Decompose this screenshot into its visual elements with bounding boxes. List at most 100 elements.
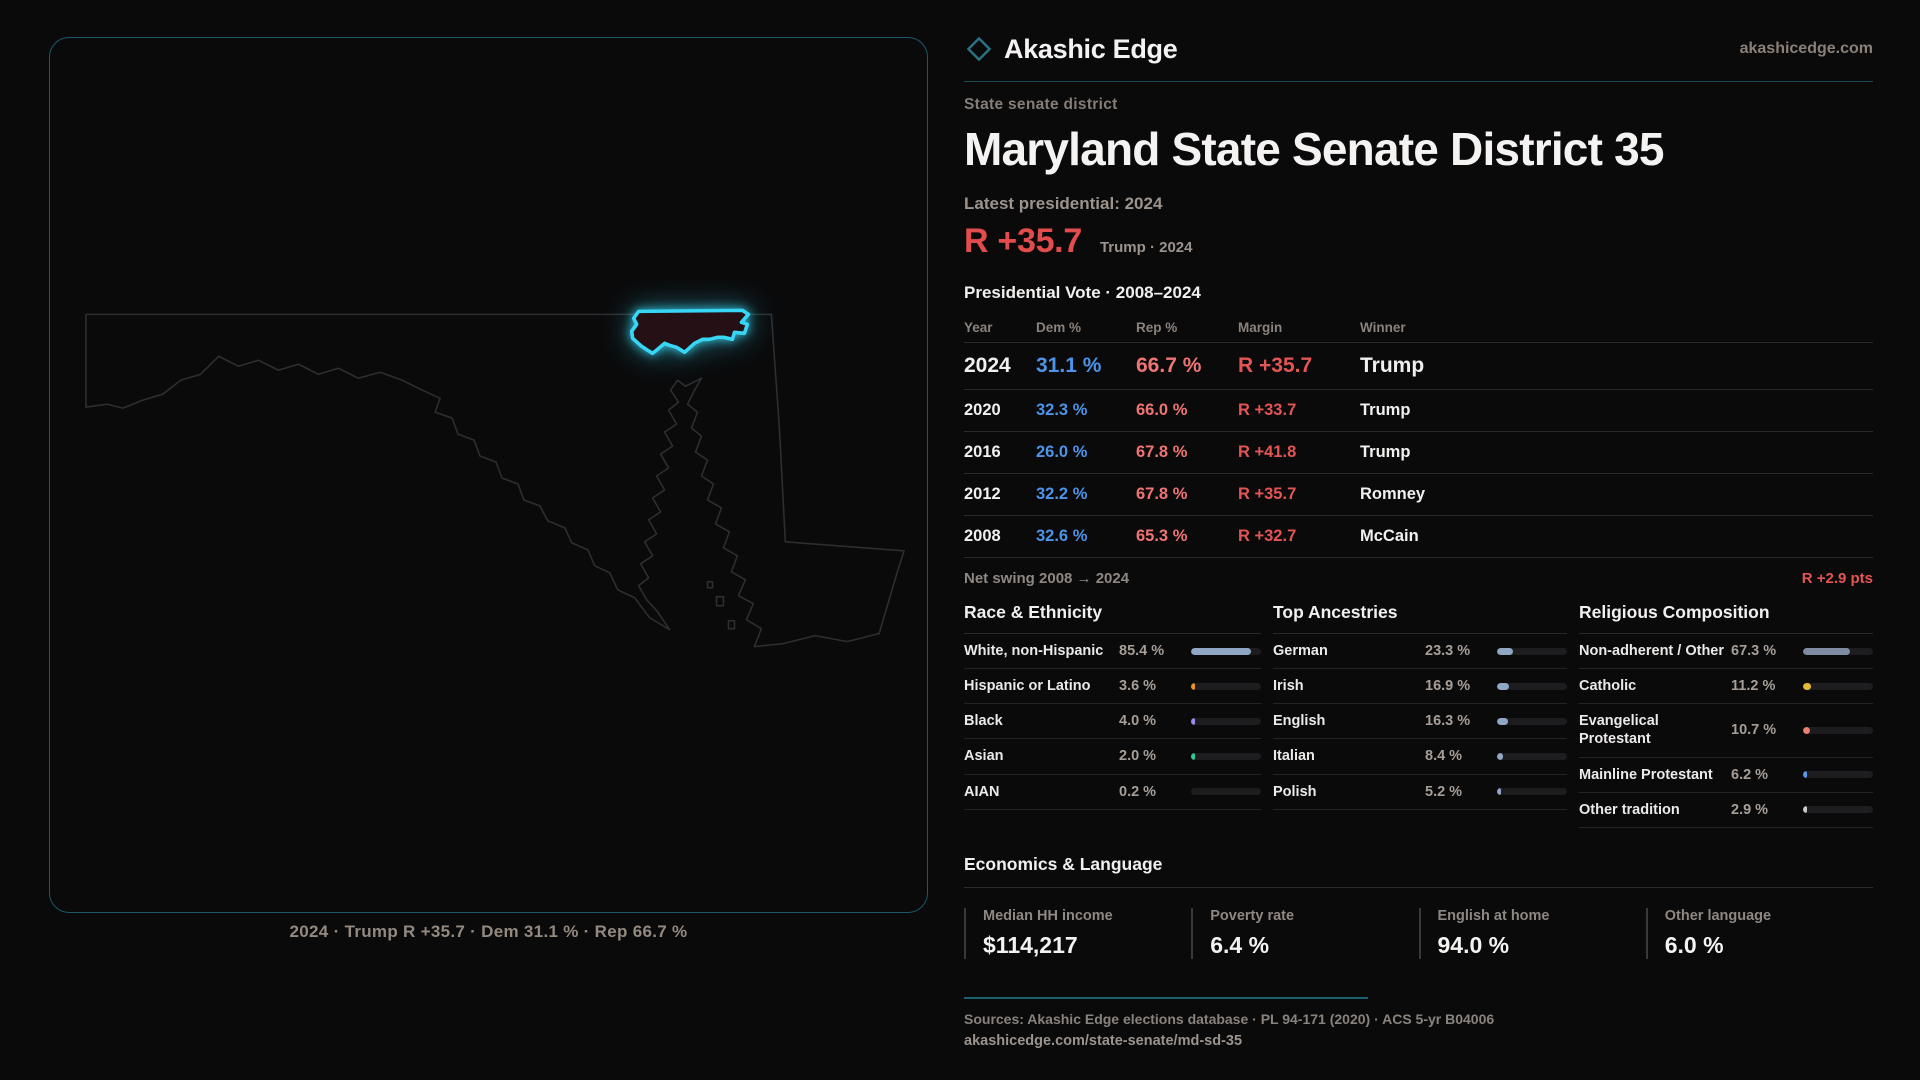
page-title: Maryland State Senate District 35 xyxy=(964,123,1664,175)
maryland-map xyxy=(85,308,905,648)
cell-year: 2020 xyxy=(964,401,1001,419)
stat-row: German 23.3 % xyxy=(1273,634,1567,670)
cell-margin: R +35.7 xyxy=(1238,485,1297,503)
stat-row: Irish 16.9 % xyxy=(1273,669,1567,705)
section-title: Religious Composition xyxy=(1579,602,1873,634)
stat-card-label: Median HH income xyxy=(983,907,1113,924)
table-row: 2020 32.3 % 66.0 % R +33.7 Trump xyxy=(964,390,1873,432)
stat-label: Catholic xyxy=(1579,678,1637,695)
stat-bar xyxy=(1497,717,1567,725)
stat-row: Black 4.0 % xyxy=(964,704,1261,740)
brand-domain-link[interactable]: akashicedge.com xyxy=(1739,40,1873,57)
stat-value: 8.4 % xyxy=(1425,748,1463,765)
stat-card-value: 6.4 % xyxy=(1210,931,1270,958)
stat-bar xyxy=(1803,806,1873,814)
stat-row: Catholic 11.2 % xyxy=(1579,669,1873,705)
permalink[interactable]: akashicedge.com/state-senate/md-sd-35 xyxy=(964,1032,1243,1049)
cell-rep: 66.0 % xyxy=(1136,401,1188,419)
header-bar: Akashic Edge akashicedge.com xyxy=(964,26,1873,72)
net-swing-row: Net swing 2008 → 2024 R +2.9 pts xyxy=(964,558,1873,598)
col-dem: Dem % xyxy=(1036,320,1082,335)
stat-row: Asian 2.0 % xyxy=(964,739,1261,775)
cell-margin: R +41.8 xyxy=(1238,443,1297,461)
stat-card: Other language 6.0 % xyxy=(1645,907,1873,959)
stat-bar xyxy=(1497,682,1567,690)
stat-label: Other tradition xyxy=(1579,801,1680,818)
header-divider xyxy=(964,81,1873,82)
col-year: Year xyxy=(964,320,993,335)
table-row: 2012 32.2 % 67.8 % R +35.7 Romney xyxy=(964,474,1873,516)
section-title: Race & Ethnicity xyxy=(964,602,1261,634)
cell-dem: 32.2 % xyxy=(1036,485,1088,503)
stat-value: 85.4 % xyxy=(1119,643,1165,660)
col-rep: Rep % xyxy=(1136,320,1178,335)
stat-value: 6.2 % xyxy=(1731,766,1769,783)
cell-margin: R +35.7 xyxy=(1238,354,1313,377)
cell-winner: Romney xyxy=(1360,485,1426,503)
margin-note: Trump · 2024 xyxy=(1099,239,1193,256)
cell-rep: 67.8 % xyxy=(1136,485,1188,503)
stat-card-label: Other language xyxy=(1664,907,1772,924)
stat-row: Polish 5.2 % xyxy=(1273,775,1567,810)
stat-card: Median HH income $114,217 xyxy=(964,907,1191,959)
district-35-highlight[interactable] xyxy=(629,308,751,356)
table-row: 2008 32.6 % 65.3 % R +32.7 McCain xyxy=(964,516,1873,558)
map-caption: 2024 · Trump R +35.7 · Dem 31.1 % · Rep … xyxy=(289,922,688,941)
district-map-panel xyxy=(49,37,928,913)
stat-row: White, non-Hispanic 85.4 % xyxy=(964,634,1261,670)
cell-dem: 32.6 % xyxy=(1036,527,1088,545)
footer-divider xyxy=(964,996,1368,999)
cell-year: 2008 xyxy=(964,527,1001,545)
cell-dem: 32.3 % xyxy=(1036,401,1088,419)
stat-value: 16.9 % xyxy=(1425,678,1471,695)
stat-value: 5.2 % xyxy=(1425,783,1463,800)
stat-bar xyxy=(1497,788,1567,796)
cell-rep: 66.7 % xyxy=(1136,354,1202,377)
stat-value: 16.3 % xyxy=(1425,713,1471,730)
stat-value: 0.2 % xyxy=(1119,783,1157,800)
stat-bar xyxy=(1803,647,1873,655)
stat-card-value: 94.0 % xyxy=(1437,931,1510,958)
cell-dem: 31.1 % xyxy=(1036,354,1102,377)
stat-row: AIAN 0.2 % xyxy=(964,775,1261,810)
stat-bar xyxy=(1191,647,1261,655)
margin-value: R +35.7 xyxy=(964,222,1082,260)
stat-bar xyxy=(1497,647,1567,655)
stat-bar xyxy=(1191,682,1261,690)
cell-winner: McCain xyxy=(1360,527,1419,545)
brand-name: Akashic Edge xyxy=(1004,33,1178,64)
stat-value: 2.0 % xyxy=(1119,748,1157,765)
table-header-row: Year Dem % Rep % Margin Winner xyxy=(964,313,1873,343)
vote-table-title: Presidential Vote · 2008–2024 xyxy=(964,283,1201,302)
net-swing-label: Net swing 2008 → 2024 xyxy=(964,569,1130,587)
stat-label: Evangelical Protestant xyxy=(1579,713,1659,748)
stat-label: German xyxy=(1273,643,1328,659)
diamond-logo-icon xyxy=(966,36,992,62)
stat-label: Mainline Protestant xyxy=(1579,766,1713,783)
stat-bar xyxy=(1191,752,1261,760)
cell-margin: R +32.7 xyxy=(1238,527,1297,545)
stat-row: Italian 8.4 % xyxy=(1273,739,1567,775)
ancestries-section: Top Ancestries German 23.3 % Irish 16.9 … xyxy=(1273,602,1567,828)
stat-bar xyxy=(1803,726,1873,734)
stat-bar xyxy=(1497,752,1567,760)
stat-card: Poverty rate 6.4 % xyxy=(1191,907,1418,959)
stat-row: Non-adherent / Other 67.3 % xyxy=(1579,634,1873,670)
stat-label: Polish xyxy=(1273,783,1317,800)
cell-rep: 67.8 % xyxy=(1136,443,1188,461)
economics-stats: Median HH income $114,217 Poverty rate 6… xyxy=(964,907,1873,959)
stat-value: 3.6 % xyxy=(1119,678,1157,695)
section-title: Top Ancestries xyxy=(1273,602,1567,634)
cell-year: 2024 xyxy=(964,354,1011,377)
stat-label: White, non-Hispanic xyxy=(964,643,1104,659)
stat-label: Non-adherent / Other xyxy=(1579,643,1725,659)
stat-label: English xyxy=(1273,713,1326,730)
stat-value: 11.2 % xyxy=(1731,678,1776,695)
stat-row: Other tradition 2.9 % xyxy=(1579,793,1873,828)
cell-rep: 65.3 % xyxy=(1136,527,1188,545)
presidential-vote-table: Year Dem % Rep % Margin Winner 2024 31.1… xyxy=(964,313,1873,558)
race-ethnicity-section: Race & Ethnicity White, non-Hispanic 85.… xyxy=(964,602,1261,828)
demographics-grid: Race & Ethnicity White, non-Hispanic 85.… xyxy=(964,602,1873,828)
stat-bar xyxy=(1191,788,1261,796)
economics-section: Economics & Language Median HH income $1… xyxy=(964,854,1873,959)
